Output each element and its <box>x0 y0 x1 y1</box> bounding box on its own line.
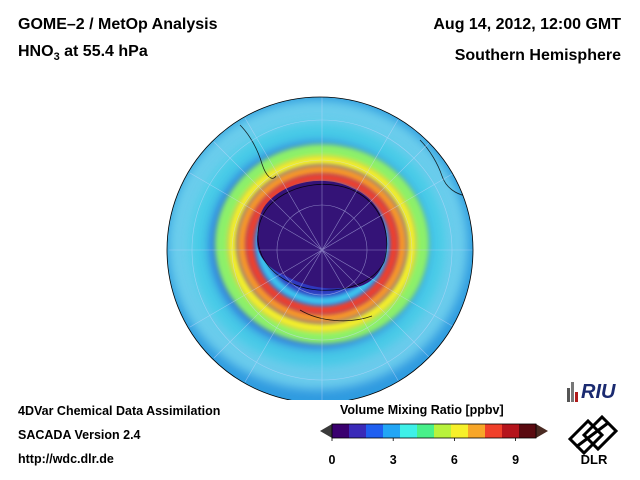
colorbar-tick: 3 <box>389 453 397 467</box>
colorbar <box>320 423 548 441</box>
colorbar-swatch <box>332 424 350 438</box>
colorbar-tick: 6 <box>450 453 458 467</box>
polar-map <box>166 96 474 400</box>
colorbar-title: Volume Mixing Ratio [ppbv] <box>340 403 504 417</box>
colorbar-swatch <box>502 424 520 438</box>
riu-logo: RIU <box>567 381 616 403</box>
dlr-logo: DLR <box>567 414 619 467</box>
colorbar-tick: 0 <box>328 453 336 467</box>
colorbar-swatch <box>400 424 418 438</box>
colorbar-swatch <box>366 424 384 438</box>
map-title: GOME–2 / MetOp Analysis <box>18 16 218 33</box>
colorbar-swatch <box>485 424 503 438</box>
colorbar-tick: 9 <box>512 453 520 467</box>
colorbar-swatch <box>417 424 435 438</box>
footer-url: http://wdc.dlr.de <box>18 452 114 466</box>
species-name: HNO <box>18 43 54 60</box>
species-subscript: 3 <box>53 51 60 64</box>
colorbar-frame <box>331 423 537 439</box>
species-level-label: HNO3 at 55.4 hPa <box>18 43 148 63</box>
timestamp: Aug 14, 2012, 12:00 GMT <box>433 16 621 33</box>
footer-version: SACADA Version 2.4 <box>18 428 141 442</box>
pressure-level: at 55.4 hPa <box>59 43 148 60</box>
riu-logo-text: RIU <box>581 381 616 403</box>
colorbar-underflow <box>320 424 332 438</box>
colorbar-swatch <box>434 424 452 438</box>
colorbar-swatch <box>383 424 401 438</box>
graticule <box>169 97 473 400</box>
dlr-logo-text: DLR <box>581 452 608 467</box>
colorbar-swatch <box>451 424 469 438</box>
globe <box>166 96 474 400</box>
colorbar-swatch <box>519 424 537 438</box>
region-label: Southern Hemisphere <box>454 47 621 64</box>
colorbar-swatch <box>349 424 367 438</box>
colorbar-overflow <box>536 424 548 438</box>
footer-method: 4DVar Chemical Data Assimilation <box>18 404 221 418</box>
colorbar-swatch <box>468 424 486 438</box>
